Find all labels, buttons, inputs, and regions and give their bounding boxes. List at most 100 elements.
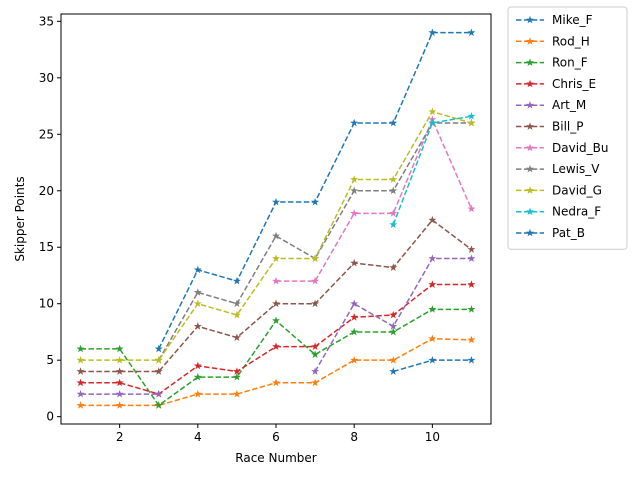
data-point bbox=[467, 355, 476, 364]
data-point bbox=[193, 322, 202, 330]
data-point bbox=[350, 209, 359, 217]
data-point bbox=[193, 265, 202, 274]
legend-label: Bill_P bbox=[552, 120, 583, 134]
data-point bbox=[467, 118, 476, 127]
x-axis-label: Race Number bbox=[235, 451, 316, 465]
legend-marker bbox=[526, 37, 534, 45]
data-point bbox=[467, 204, 476, 213]
data-point bbox=[311, 350, 320, 358]
legend-label: Art_M bbox=[552, 98, 586, 112]
data-point bbox=[76, 401, 85, 409]
legend-marker bbox=[526, 186, 534, 194]
data-point bbox=[350, 299, 359, 308]
data-point bbox=[389, 355, 398, 364]
data-point bbox=[272, 276, 280, 285]
legend-marker bbox=[526, 79, 534, 88]
y-tick-label: 25 bbox=[39, 127, 54, 141]
data-point bbox=[350, 186, 359, 195]
data-point bbox=[389, 367, 398, 375]
data-point bbox=[428, 28, 437, 37]
legend-marker bbox=[526, 122, 534, 130]
data-point bbox=[428, 334, 437, 343]
data-point bbox=[272, 316, 280, 325]
x-tick-label: 2 bbox=[116, 430, 124, 444]
y-axis-label: Skipper Points bbox=[13, 176, 27, 261]
legend-label: David_G bbox=[552, 183, 602, 197]
data-point bbox=[115, 401, 124, 409]
legend-marker bbox=[526, 15, 534, 24]
data-point bbox=[350, 355, 359, 364]
data-point bbox=[428, 355, 437, 364]
data-point bbox=[389, 175, 398, 183]
data-point bbox=[311, 197, 320, 206]
x-tick-label: 8 bbox=[350, 430, 358, 444]
legend-label: Nedra_F bbox=[552, 205, 601, 219]
data-point bbox=[428, 254, 437, 262]
data-point bbox=[154, 401, 163, 409]
data-point bbox=[467, 280, 476, 288]
data-point bbox=[232, 299, 241, 308]
data-point bbox=[311, 378, 320, 387]
plot-frame bbox=[60, 13, 492, 425]
data-point bbox=[389, 209, 398, 217]
data-point bbox=[232, 333, 241, 341]
legend-marker bbox=[526, 207, 534, 216]
data-point bbox=[76, 355, 85, 364]
data-point bbox=[115, 378, 124, 387]
data-point bbox=[389, 327, 398, 336]
data-point bbox=[311, 299, 320, 308]
data-point bbox=[350, 118, 359, 127]
data-point bbox=[232, 372, 241, 381]
y-tick-label: 30 bbox=[39, 71, 54, 85]
data-point bbox=[193, 372, 202, 381]
data-point bbox=[272, 378, 280, 387]
data-point bbox=[350, 258, 359, 267]
data-point bbox=[467, 254, 476, 262]
data-point bbox=[428, 305, 437, 313]
data-point bbox=[467, 245, 476, 253]
data-point bbox=[389, 118, 398, 127]
data-point bbox=[311, 367, 320, 375]
data-point bbox=[350, 313, 359, 321]
data-point bbox=[154, 344, 163, 353]
data-point bbox=[232, 310, 241, 319]
data-point bbox=[76, 378, 85, 387]
legend-label: Pat_B bbox=[552, 226, 585, 240]
legend-label: Mike_F bbox=[552, 13, 593, 27]
data-point bbox=[193, 288, 202, 296]
legend-label: Ron_F bbox=[552, 56, 588, 70]
y-tick-label: 5 bbox=[46, 353, 54, 367]
data-point bbox=[428, 118, 437, 127]
legend-marker bbox=[526, 228, 534, 237]
series-line bbox=[276, 117, 473, 282]
data-point bbox=[115, 344, 124, 353]
data-point bbox=[232, 367, 241, 375]
data-point bbox=[193, 389, 202, 398]
data-point bbox=[76, 389, 85, 398]
legend-marker bbox=[526, 143, 534, 152]
data-point bbox=[272, 299, 280, 308]
data-point bbox=[311, 254, 320, 262]
data-point bbox=[428, 107, 437, 116]
y-tick-label: 20 bbox=[39, 184, 54, 198]
data-point bbox=[311, 276, 320, 285]
data-point bbox=[389, 322, 398, 330]
data-point bbox=[350, 175, 359, 183]
data-point bbox=[232, 276, 241, 285]
data-point bbox=[232, 389, 241, 398]
data-point bbox=[76, 367, 85, 375]
data-point bbox=[115, 355, 124, 364]
data-point bbox=[467, 335, 476, 344]
data-point bbox=[467, 112, 476, 120]
legend-marker bbox=[526, 58, 534, 66]
data-point bbox=[193, 361, 202, 370]
legend-label: Lewis_V bbox=[552, 162, 600, 176]
data-point bbox=[467, 305, 476, 313]
data-point bbox=[428, 215, 437, 224]
legend-box bbox=[507, 6, 628, 250]
data-point bbox=[154, 367, 163, 375]
data-point bbox=[272, 231, 280, 240]
data-point bbox=[115, 367, 124, 375]
legend-label: Rod_H bbox=[552, 34, 590, 48]
